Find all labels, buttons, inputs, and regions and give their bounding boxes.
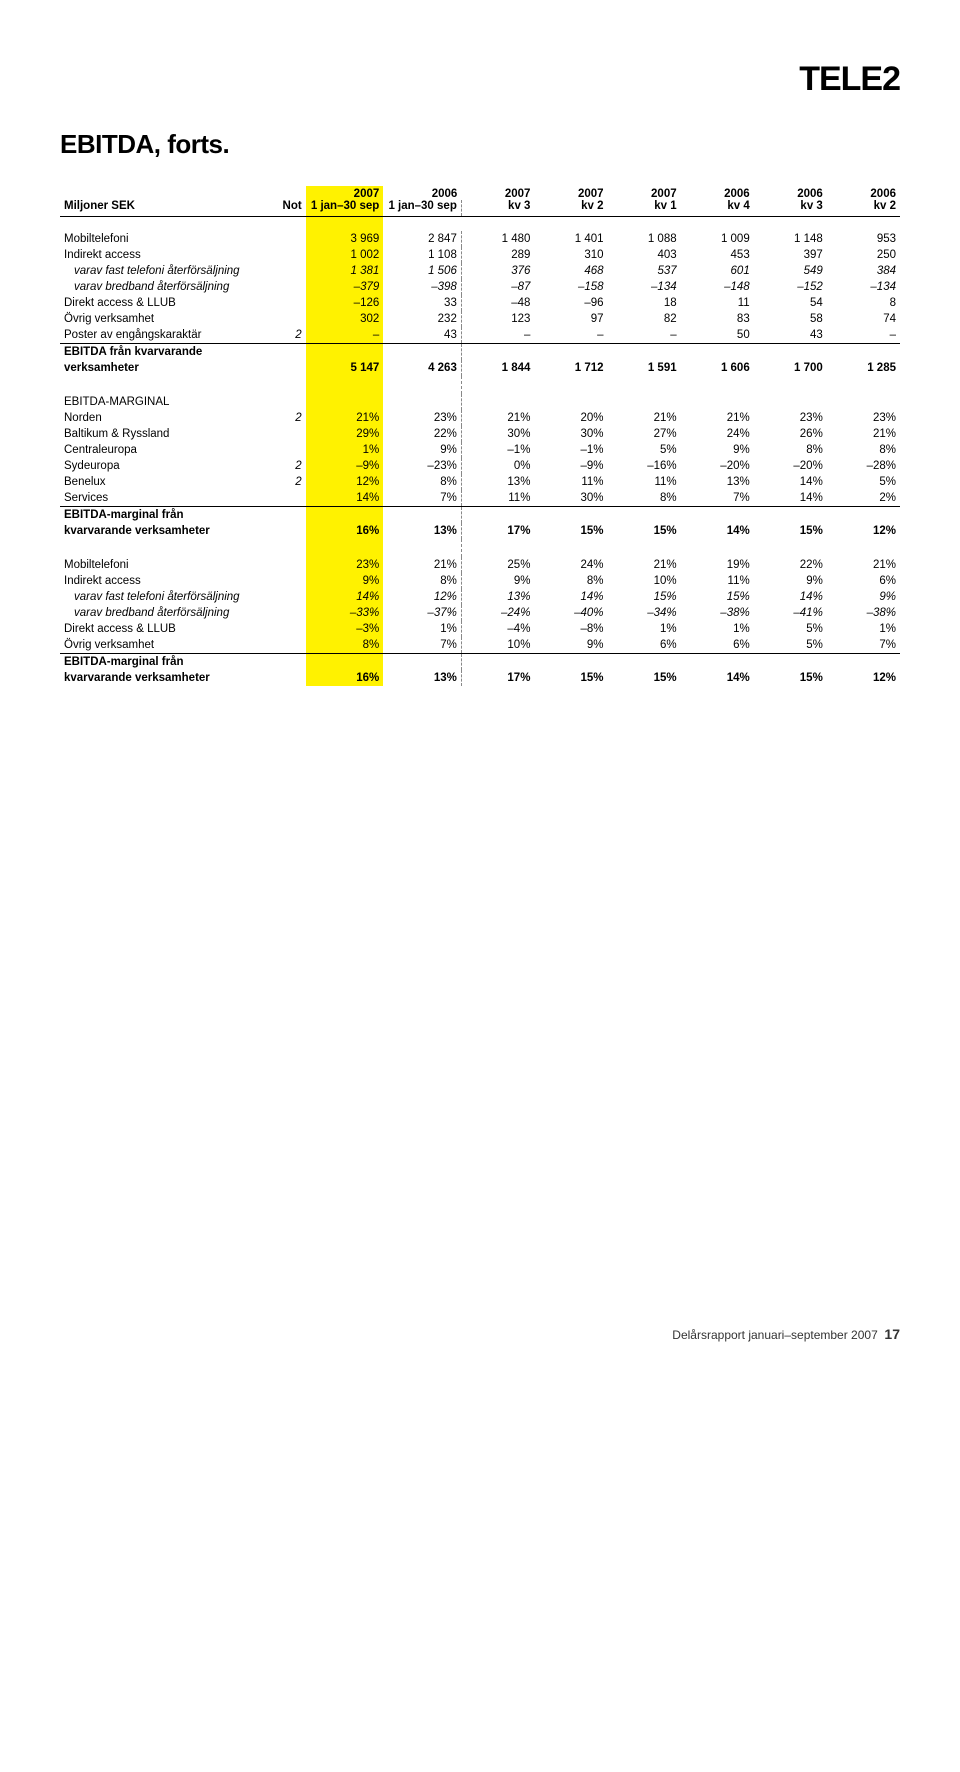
footer-text: Delårsrapport januari–september 2007 <box>672 1328 877 1342</box>
table-body: Mobiltelefoni3 9692 8471 4801 4011 0881 … <box>60 217 900 687</box>
page-title: EBITDA, forts. <box>60 129 900 160</box>
ebitda-table: 20072006200720072007200620062006Miljoner… <box>60 186 900 686</box>
page-number: 17 <box>884 1326 900 1342</box>
page-footer: Delårsrapport januari–september 2007 17 <box>60 1326 900 1342</box>
table-header: 20072006200720072007200620062006Miljoner… <box>60 186 900 217</box>
brand-logo: TELE2 <box>60 60 900 99</box>
